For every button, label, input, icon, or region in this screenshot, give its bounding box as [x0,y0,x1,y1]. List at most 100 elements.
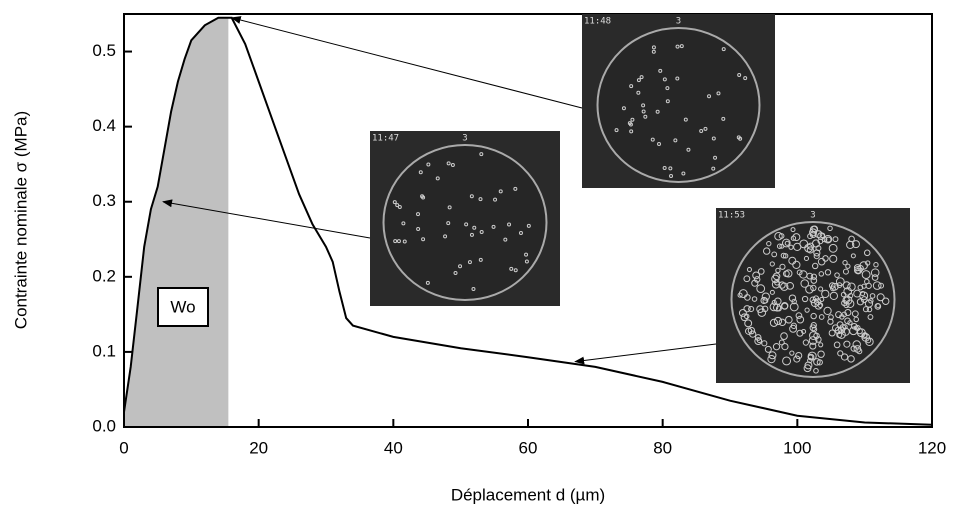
inset-bubble [711,136,716,141]
inset-bubble [808,336,818,345]
inset-bubble [764,345,772,353]
inset-bubble [853,325,859,331]
inset-bubble [641,109,646,114]
inset-bubble [784,240,790,246]
inset-bubble [621,106,626,111]
inset-bubble [813,367,819,374]
inset-bubble [850,253,856,259]
annotation-arrow [162,199,371,239]
inset-bubble [863,249,871,257]
inset-bubble [792,260,801,269]
inset-bubble [853,266,863,275]
inset-bubble [762,247,771,255]
inset-bubble [817,302,824,308]
annotation-arrow [574,343,717,365]
inset-bubble [813,249,821,257]
inset-bubble [469,194,474,199]
inset-time: 11:53 [718,211,745,221]
inset-bubble [493,197,498,202]
inset-bubble [416,227,421,232]
inset-bubble [814,230,823,239]
inset-bubble [833,341,841,349]
inset-bubble [713,155,718,160]
inset-bubble [669,173,674,178]
inset-bubble [754,334,762,341]
inset-bubble [851,240,860,249]
inset-bubble [778,339,785,346]
inset-bubble [657,142,662,147]
inset-bubble [781,238,791,248]
inset-bubble [842,259,848,266]
y-axis-label: Contrainte nominale σ (MPa) [11,111,30,329]
inset-bubble [464,222,469,227]
inset-bubble [711,166,716,171]
inset-bubble [809,324,817,332]
annotation-arrow [230,16,583,109]
inset-bubble [479,152,484,157]
inset-bubble [738,136,743,141]
inset-bubble [639,75,644,80]
inset-bubble [526,223,531,228]
inset-bubble [665,99,670,104]
inset-bubble [829,291,839,301]
inset-bubble [855,267,862,274]
inset-bubble [721,47,726,52]
inset-bubble [789,324,798,333]
inset-bubble [771,251,778,258]
inset-bubble [769,318,779,327]
inset-bubble [416,212,421,217]
inset-bubble [453,270,458,275]
inset-bubble [753,276,761,283]
x-tick-label: 40 [384,438,403,457]
inset-bubble [810,312,817,320]
inset-bubble [636,90,641,95]
inset-bubble [771,299,777,306]
inset-bubble [793,355,801,363]
inset-bubble [828,243,838,253]
inset-bubble [769,289,775,295]
inset-bubble [827,225,833,232]
inset-bubble [845,299,855,309]
inset-bubble [738,308,747,317]
inset-bubble [801,328,807,334]
inset-bubble [788,294,797,302]
inset-bubble [811,326,818,333]
inset-bubble [778,281,786,289]
inset-bubble [804,243,814,253]
inset-bubble [803,364,812,373]
inset-bubble [513,268,518,273]
inset-bubble [756,284,766,294]
inset-bubble [801,295,809,303]
inset-bubble [752,271,761,280]
x-tick-label: 0 [119,438,128,457]
inset-bubble [780,282,789,291]
inset-bubble [873,262,879,268]
inset-bubble [774,232,783,241]
inset-bubble [737,72,742,77]
inset-bubble [421,237,426,242]
inset-bubble [856,298,864,306]
inset-bubble [804,307,810,313]
inset-bubble [830,285,836,292]
inset-bubble [396,239,401,244]
inset-bubble [868,298,874,304]
inset-bubble [773,316,783,326]
inset-bubble [513,186,518,191]
inset-bubble [853,316,859,323]
inset-bubble [821,289,830,299]
inset-bubble [817,350,825,358]
inset-bubble [813,253,820,260]
inset-bubble [629,84,634,89]
inset-bubble [806,246,814,254]
inset-bubble [786,281,794,290]
inset-bubble [747,326,756,335]
inset-bubble [837,350,844,357]
inset-bubble [761,292,770,301]
inset-bubble [829,254,838,263]
inset-bubble [814,301,823,310]
inset-bubble [681,171,686,176]
y-tick-label: 0.4 [92,116,116,135]
inset-bubble [788,244,794,250]
inset-bubble [864,278,870,285]
inset-bubble [791,298,797,305]
